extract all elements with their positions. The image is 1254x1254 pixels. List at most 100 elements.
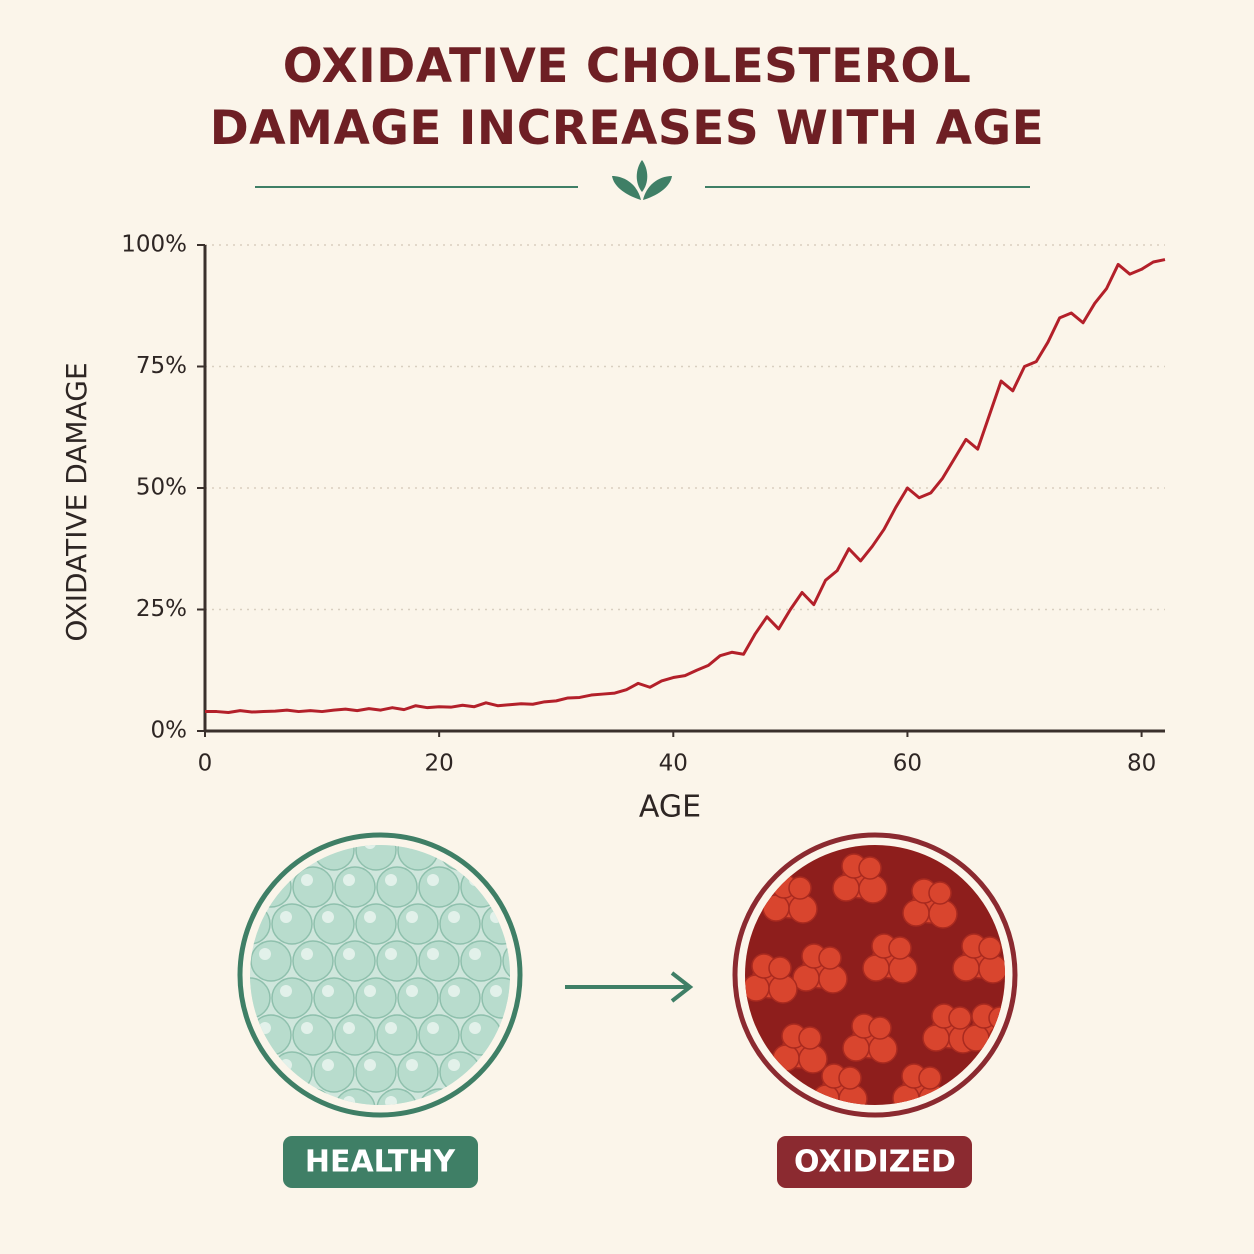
clump [838,1066,862,1090]
clump [952,954,980,982]
cell-shine [385,1022,397,1034]
cell-shine [364,1059,376,1071]
cell-shine [427,1022,439,1034]
x-tick-label: 0 [198,751,213,777]
healthy-label: HEALTHY [305,1145,457,1180]
clump [818,946,842,970]
clump [978,936,1002,960]
cell-shine [259,874,271,886]
x-tick-label: 80 [1127,751,1156,777]
cell [418,866,460,908]
clump [798,1026,822,1050]
cell [524,904,564,944]
cell-shine [280,911,292,923]
cell [250,845,271,871]
healthy-pill [283,1136,478,1188]
cell-shine [259,1096,271,1105]
cell-shine [553,1096,565,1108]
clump [745,974,770,1002]
cell [313,977,355,1019]
cell [502,866,510,908]
y-axis-label: OXIDATIVE DAMAGE [60,362,93,641]
cell-shine [553,948,565,960]
cell [524,830,564,870]
cell-shine [532,837,544,849]
cell-shine [532,911,544,923]
x-tick-label: 20 [425,751,454,777]
leaf-icon [612,160,672,200]
cell-shine [532,1059,544,1071]
cell-shine [427,948,439,960]
y-tick-label: 25% [136,596,187,622]
cell-shine [553,874,565,886]
cell [545,1015,585,1055]
cell [250,1088,292,1105]
cell-shine [343,948,355,960]
cell [460,1088,502,1105]
arrow-head [670,971,694,1003]
cell-shine [448,911,460,923]
cell [397,977,439,1019]
cell-shine [364,985,376,997]
cell [355,903,397,945]
cell-shine [280,845,292,849]
clump [832,874,860,902]
cell [397,903,439,945]
cell-shine [343,874,355,886]
cell [545,941,585,981]
cell [545,867,585,907]
clump [928,881,952,905]
cell [250,977,271,1019]
cell-shine [427,874,439,886]
cell-shine [448,845,460,849]
cell [250,1051,271,1093]
cell [250,940,292,982]
chart-title: OXIDATIVE CHOLESTEROL DAMAGE INCREASES W… [209,39,1045,156]
clump [922,1024,950,1052]
cell-shine [301,1022,313,1034]
clump [862,954,890,982]
y-tick-label: 100% [121,232,187,258]
cell-shine [490,845,502,849]
cell-shine [469,948,481,960]
cell-shine [490,985,502,997]
oxidized-label: OXIDIZED [794,1145,956,1180]
cell-shine [448,1059,460,1071]
cell-shine [385,874,397,886]
cell [418,940,460,982]
clump [868,1016,892,1040]
cell [376,940,418,982]
x-tick-label: 40 [659,751,688,777]
cell-shine [238,837,250,849]
cell [313,903,355,945]
clump [858,856,882,880]
cell [376,1014,418,1056]
cell [355,1051,397,1093]
cell [376,866,418,908]
cell [397,1051,439,1093]
cell-shine [259,948,271,960]
cell [355,845,397,871]
clump [888,936,912,960]
cell [502,1088,510,1105]
cell [524,1052,564,1092]
cell-shine [406,985,418,997]
clump [842,1034,870,1062]
cell-shine [532,985,544,997]
cell [439,903,481,945]
cell [545,1089,585,1129]
cell [439,977,481,1019]
cell-shine [343,1022,355,1034]
cell-shine [406,911,418,923]
cell [334,1014,376,1056]
cell-shine [301,874,313,886]
cell-shine [322,985,334,997]
cell [524,978,564,1018]
cell [418,1014,460,1056]
cell [271,903,313,945]
cell-shine [238,1059,250,1071]
cell [292,940,334,982]
clump [948,1006,972,1030]
